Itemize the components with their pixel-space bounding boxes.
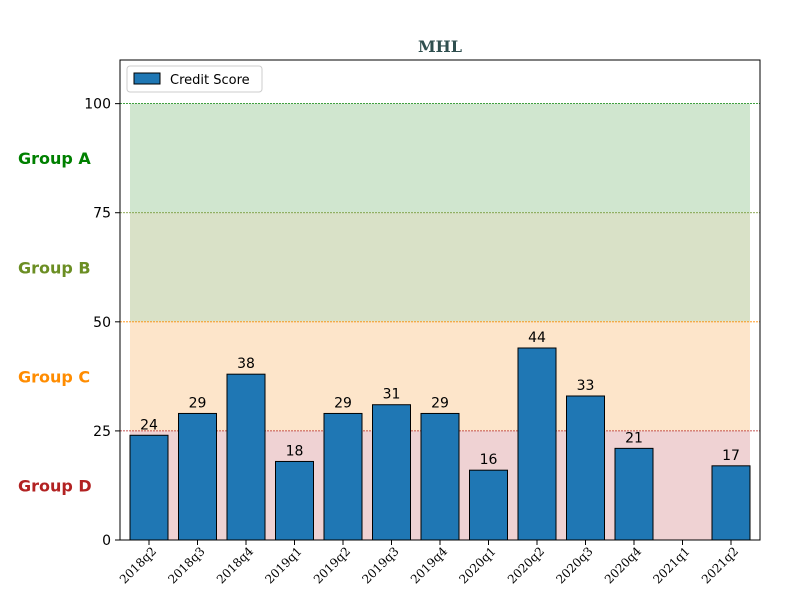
group-label: Group A: [18, 149, 91, 168]
y-tick-label: 75: [93, 206, 111, 222]
y-axis: 0 25 50 75 100: [84, 97, 120, 549]
bar: [566, 395, 605, 541]
group-label: Group B: [18, 258, 91, 277]
bar: [517, 347, 557, 541]
band-group-a: [130, 103, 750, 213]
y-tick-label: 25: [93, 424, 111, 440]
bar: [275, 460, 314, 541]
bar-value-label: 17: [722, 448, 740, 464]
chart-title: MHL: [418, 37, 462, 56]
bar: [469, 469, 508, 541]
y-tick-label: 100: [84, 97, 111, 113]
bar-value-label: 18: [286, 443, 304, 459]
legend-box: [126, 65, 263, 93]
group-label: Group C: [18, 367, 90, 386]
bar-value-label: 16: [480, 452, 498, 468]
band-group-b: [130, 212, 750, 322]
y-tick-label: 0: [102, 533, 111, 549]
bar: [614, 447, 654, 541]
group-labels: Group A Group B Group C Group D: [18, 149, 92, 495]
bar-value-label: 31: [383, 387, 401, 403]
bar: [226, 373, 266, 541]
bar-value-label: 24: [140, 417, 158, 433]
bar-value-label: 38: [237, 356, 255, 372]
bar-value-label: 29: [431, 395, 449, 411]
bar: [178, 412, 217, 541]
bar: [323, 412, 363, 541]
legend-label: Credit Score: [170, 73, 250, 88]
bar: [711, 465, 751, 541]
bar: [420, 412, 460, 541]
bar-value-label: 29: [334, 395, 352, 411]
bar-value-label: 29: [189, 395, 207, 411]
y-tick-label: 50: [93, 315, 111, 331]
bars: 24 29 38 18 29 31 29 16 44 33 21 17: [129, 330, 751, 541]
bar: [129, 434, 169, 541]
bar-value-label: 44: [528, 330, 546, 346]
bar-value-label: 21: [625, 430, 643, 446]
group-label: Group D: [18, 476, 92, 495]
legend-swatch: [133, 72, 161, 85]
bar-value-label: 33: [577, 378, 595, 394]
legend: Credit Score: [126, 65, 263, 93]
bar: [372, 404, 411, 541]
